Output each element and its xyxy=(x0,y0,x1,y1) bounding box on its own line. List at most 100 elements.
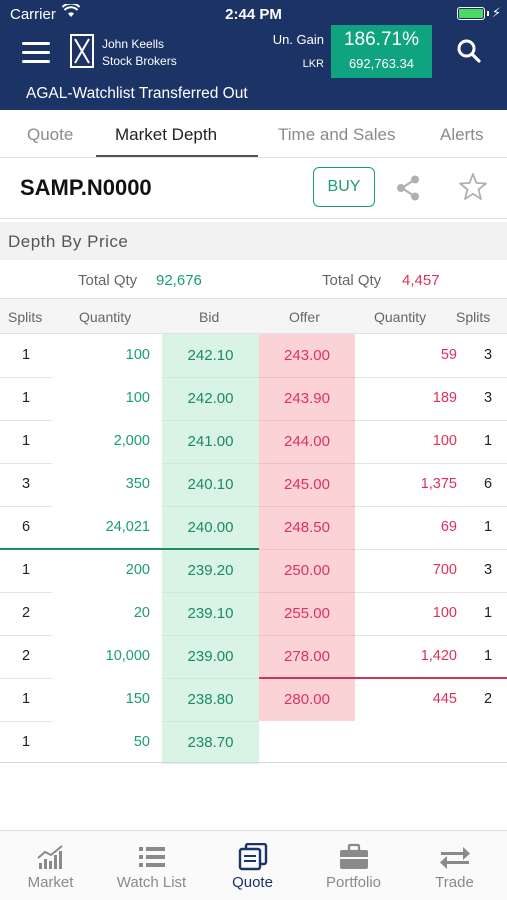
offer-price-cell[interactable]: 243.00 xyxy=(284,347,330,364)
bid-splits-cell: 3 xyxy=(22,476,31,492)
bid-quantity-cell: 350 xyxy=(125,476,150,492)
bid-quantity-cell: 2,000 xyxy=(113,433,150,449)
row-separator xyxy=(355,549,507,550)
row-separator xyxy=(162,506,259,507)
row-separator xyxy=(0,592,52,593)
row-separator xyxy=(259,377,355,378)
buy-button[interactable]: BUY xyxy=(313,167,375,207)
offer-quantity-cell: 1,420 xyxy=(420,648,457,664)
bid-price-cell[interactable]: 239.20 xyxy=(187,562,234,579)
totals-row: Total Qty 92,676 Total Qty 4,457 xyxy=(0,262,507,298)
nav-quote[interactable]: Quote xyxy=(202,831,303,900)
wifi-icon xyxy=(62,4,80,17)
nav-portfolio[interactable]: Portfolio xyxy=(303,831,404,900)
nav-watch-list-label: Watch List xyxy=(116,874,187,891)
bid-splits-cell: 2 xyxy=(22,648,31,664)
row-separator xyxy=(162,678,259,679)
offer-price-cell[interactable]: 250.00 xyxy=(284,562,330,579)
unrealized-gain-label: Un. Gain xyxy=(272,32,324,47)
offer-quantity-cell: 100 xyxy=(432,605,457,621)
row-separator xyxy=(0,678,52,679)
tab-alerts[interactable]: Alerts xyxy=(440,125,484,144)
offer-price-column xyxy=(259,334,355,721)
row-separator xyxy=(355,420,507,421)
tab-quote[interactable]: Quote xyxy=(27,125,74,144)
star-icon[interactable] xyxy=(458,172,488,202)
section-title: Depth By Price xyxy=(8,232,129,251)
column-header-row: Splits Quantity Bid Offer Quantity Split… xyxy=(0,298,507,334)
row-separator xyxy=(0,463,52,464)
gain-amount: 692,763.34 xyxy=(348,56,415,71)
quote-icon xyxy=(238,843,268,871)
bid-price-cell[interactable]: 240.00 xyxy=(187,519,234,536)
offer-splits-cell: 2 xyxy=(484,691,493,707)
brand-line-2: Stock Brokers xyxy=(102,54,177,68)
offer-quantity-cell: 445 xyxy=(432,691,457,707)
row-separator xyxy=(0,506,52,507)
search-icon[interactable] xyxy=(456,38,482,64)
bid-price-cell[interactable]: 238.70 xyxy=(187,734,234,751)
row-separator xyxy=(162,377,259,378)
row-separator xyxy=(162,721,259,722)
bid-quantity-cell: 150 xyxy=(125,691,150,707)
offer-price-cell[interactable]: 278.00 xyxy=(284,648,330,665)
offer-splits-cell: 1 xyxy=(484,433,493,449)
nav-trade[interactable]: Trade xyxy=(404,831,505,900)
offer-price-cell[interactable]: 244.00 xyxy=(284,433,330,450)
status-time: 2:44 PM xyxy=(225,6,282,23)
bid-quantity-cell: 24,021 xyxy=(105,519,150,535)
gain-percent: 186.71% xyxy=(343,29,419,50)
bid-quantity-cell: 100 xyxy=(125,390,150,406)
bid-total-value: 92,676 xyxy=(156,272,202,289)
offer-price-cell[interactable]: 248.50 xyxy=(284,519,330,536)
bid-price-cell[interactable]: 242.00 xyxy=(187,390,234,407)
tab-divider xyxy=(0,157,507,158)
brand-name: John Keells Stock Brokers xyxy=(102,36,177,70)
hamburger-menu-icon[interactable] xyxy=(22,42,52,64)
bid-price-cell[interactable]: 239.00 xyxy=(187,648,234,665)
offer-quantity-cell: 1,375 xyxy=(420,476,457,492)
bid-price-cell[interactable]: 240.10 xyxy=(187,476,234,493)
offer-splits-cell: 1 xyxy=(484,519,493,535)
depth-grid: 1 100 242.10 1 100 242.00 1 2,000 241.00 3 350 240.… xyxy=(0,334,507,764)
offer-splits-cell: 1 xyxy=(484,648,493,664)
tab-bar: Quote Market Depth Time and Sales Alerts xyxy=(0,110,507,158)
trade-arrows-icon xyxy=(440,847,470,869)
offer-price-cell[interactable]: 280.00 xyxy=(284,691,330,708)
tab-market-depth[interactable]: Market Depth xyxy=(115,125,218,144)
charging-bolt-icon: ⚡ xyxy=(491,5,501,20)
tab-time-and-sales[interactable]: Time and Sales xyxy=(278,125,396,144)
offer-quantity-cell: 100 xyxy=(432,433,457,449)
row-separator xyxy=(259,463,355,464)
gain-badge: 186.71% 692,763.34 xyxy=(331,25,432,78)
bid-price-cell[interactable]: 242.10 xyxy=(187,347,234,364)
offer-splits-cell: 3 xyxy=(484,562,493,578)
briefcase-icon xyxy=(340,843,368,869)
currency-label: LKR xyxy=(302,58,324,70)
row-separator xyxy=(0,635,52,636)
offer-price-cell[interactable]: 243.90 xyxy=(284,390,330,407)
bid-price-cell[interactable]: 241.00 xyxy=(187,433,234,450)
nav-watch-list[interactable]: Watch List xyxy=(101,831,202,900)
brand-logo xyxy=(70,34,94,68)
bid-depth-divider xyxy=(0,548,259,550)
row-separator xyxy=(0,377,52,378)
symbol-title: SAMP.N0000 xyxy=(20,175,152,200)
offer-price-cell[interactable]: 245.00 xyxy=(284,476,330,493)
list-icon xyxy=(139,847,165,867)
bottom-nav: Market Watch List Quote xyxy=(0,830,507,900)
bid-price-cell[interactable]: 238.80 xyxy=(187,691,234,708)
brand-line-1: John Keells xyxy=(102,37,165,51)
offer-total-value: 4,457 xyxy=(402,272,440,289)
bid-price-cell[interactable]: 239.10 xyxy=(187,605,234,622)
nav-market-label: Market xyxy=(27,874,74,891)
nav-market[interactable]: Market xyxy=(0,831,101,900)
offer-splits-cell: 1 xyxy=(484,605,493,621)
row-separator xyxy=(259,420,355,421)
bid-splits-cell: 2 xyxy=(22,605,31,621)
bid-splits-cell: 1 xyxy=(22,347,31,363)
bid-splits-cell: 1 xyxy=(22,433,31,449)
offer-price-cell[interactable]: 255.00 xyxy=(284,605,330,622)
share-icon[interactable] xyxy=(394,174,422,202)
